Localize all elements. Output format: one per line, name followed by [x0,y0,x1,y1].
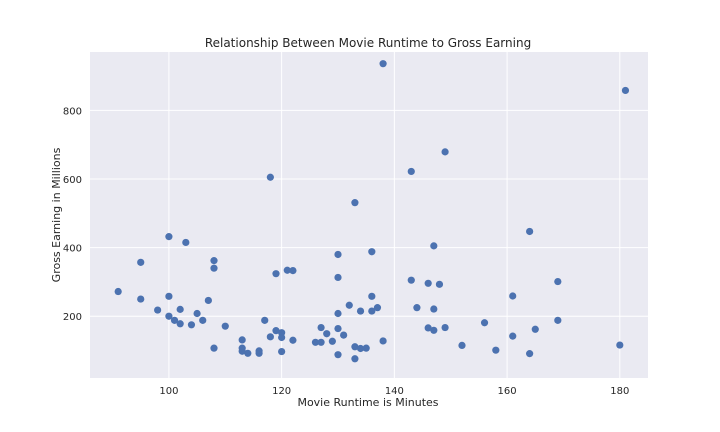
data-point [621,86,630,95]
data-point [334,250,342,259]
data-point [289,266,297,275]
x-tick-label: 160 [498,386,517,397]
y-axis-title: Gross Earning in Millions [50,147,63,282]
data-point [554,316,562,324]
data-point [238,347,246,355]
data-point [255,349,263,357]
data-point [368,292,376,300]
data-point [272,270,280,278]
data-point [430,242,438,250]
data-point [187,321,196,329]
data-point [317,323,325,332]
data-point [554,277,562,286]
data-point [238,336,246,344]
data-point [407,167,415,176]
data-point [526,227,534,236]
x-tick-label: 100 [159,386,178,397]
data-point [317,338,325,346]
data-point [424,279,432,287]
data-point [278,333,286,342]
data-point [340,331,348,339]
data-point [165,312,173,320]
x-axis-title: Movie Runtime is Minutes [297,396,438,409]
data-point [441,323,449,332]
x-axis-ticks: 100 120 140 160 180 [159,386,629,397]
data-point [362,344,370,352]
data-point [244,349,252,357]
data-point [272,327,280,335]
data-point [373,304,382,312]
data-point [413,304,421,312]
data-point [289,336,297,344]
data-point [334,273,342,282]
data-point [266,173,274,181]
data-point [199,316,207,324]
x-tick-label: 140 [385,386,404,397]
y-tick-label: 400 [63,244,82,255]
data-point [351,343,359,351]
data-point [435,280,444,288]
gridlines [90,52,648,378]
data-point [154,306,162,314]
data-point [407,276,415,284]
data-point [458,341,466,349]
data-point [137,295,145,303]
plot-area [90,52,648,378]
data-point [176,320,184,328]
data-point [261,316,269,324]
data-point [509,332,517,340]
data-point [345,301,353,309]
data-point [165,292,173,300]
data-point [334,309,342,318]
data-point [176,305,184,313]
data-point [210,344,218,352]
data-point [328,337,336,345]
x-tick-label: 120 [272,386,291,397]
data-point [379,60,387,68]
y-tick-label: 200 [63,312,82,323]
data-point [356,307,365,315]
data-point [492,346,500,354]
data-points [114,60,630,363]
data-point [323,330,331,338]
data-point [424,324,432,332]
data-point [334,351,342,359]
data-point [221,322,229,330]
data-point [531,325,539,333]
data-point [137,258,145,266]
y-axis-ticks: 200 400 600 800 [63,106,82,323]
data-point [430,305,438,313]
data-point [266,333,274,341]
data-point [114,287,122,296]
data-point [509,292,517,300]
data-point [368,248,376,256]
data-point [182,238,190,247]
data-point [351,199,359,207]
data-point [441,148,449,156]
data-point [356,344,365,353]
data-point [368,307,376,315]
data-point [210,264,218,272]
data-point [334,324,342,333]
chart-title: Relationship Between Movie Runtime to Gr… [205,36,531,50]
y-tick-label: 600 [63,175,82,186]
y-tick-label: 800 [63,106,82,117]
data-point [204,296,212,305]
data-point [165,233,173,241]
data-point [193,309,201,318]
data-point [526,350,534,358]
data-point [311,338,320,346]
data-point [278,347,286,356]
data-point [351,355,359,363]
data-point [210,257,218,265]
x-tick-label: 180 [610,386,629,397]
data-point [379,337,387,345]
data-point [480,319,489,327]
data-point [616,341,624,349]
data-point [170,316,179,324]
data-point [283,266,291,274]
data-point [430,326,438,334]
